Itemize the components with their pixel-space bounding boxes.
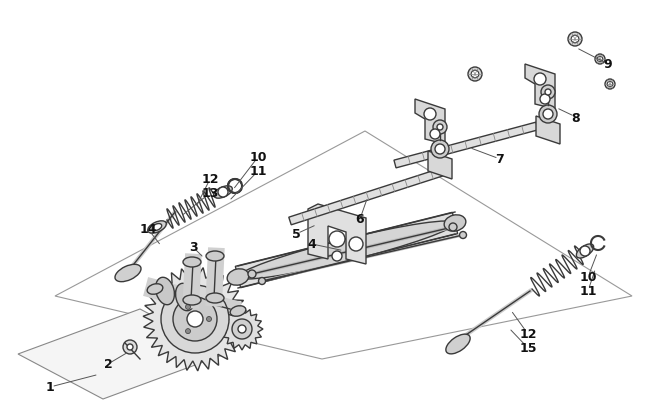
Ellipse shape <box>230 306 246 316</box>
Ellipse shape <box>147 284 163 294</box>
Ellipse shape <box>183 295 201 305</box>
Circle shape <box>431 141 449 159</box>
Text: 12: 12 <box>202 173 219 186</box>
Circle shape <box>185 305 190 309</box>
Circle shape <box>173 297 217 341</box>
Text: 9: 9 <box>604 58 612 71</box>
Circle shape <box>430 130 440 140</box>
Polygon shape <box>525 65 555 110</box>
Polygon shape <box>289 168 447 225</box>
Text: 6: 6 <box>356 213 364 226</box>
Circle shape <box>568 33 582 47</box>
Circle shape <box>259 278 265 285</box>
Ellipse shape <box>238 222 455 279</box>
Circle shape <box>187 311 203 327</box>
Circle shape <box>435 145 445 155</box>
Polygon shape <box>235 213 458 288</box>
Circle shape <box>232 319 252 339</box>
Text: 12: 12 <box>519 328 537 341</box>
Polygon shape <box>143 267 247 371</box>
Ellipse shape <box>152 224 162 231</box>
Circle shape <box>437 125 443 131</box>
Circle shape <box>571 36 579 44</box>
Ellipse shape <box>577 244 593 258</box>
Polygon shape <box>394 123 538 168</box>
Ellipse shape <box>115 265 141 282</box>
Text: 11: 11 <box>579 285 597 298</box>
Circle shape <box>424 109 436 121</box>
Polygon shape <box>221 308 263 350</box>
Ellipse shape <box>148 221 166 234</box>
Circle shape <box>539 106 557 124</box>
Text: 15: 15 <box>519 342 537 355</box>
Ellipse shape <box>183 257 201 267</box>
Circle shape <box>123 340 137 354</box>
Text: 1: 1 <box>46 381 55 394</box>
Circle shape <box>595 55 605 65</box>
Ellipse shape <box>155 277 174 305</box>
Circle shape <box>460 232 467 239</box>
Text: 2: 2 <box>103 358 112 371</box>
Circle shape <box>127 344 133 350</box>
Circle shape <box>185 329 190 334</box>
Circle shape <box>238 325 246 333</box>
Circle shape <box>207 317 211 322</box>
Text: 14: 14 <box>139 223 157 236</box>
Ellipse shape <box>227 269 249 286</box>
Text: 11: 11 <box>249 165 266 178</box>
Circle shape <box>534 74 546 86</box>
Circle shape <box>607 82 613 87</box>
Polygon shape <box>415 100 445 145</box>
Polygon shape <box>536 117 560 145</box>
Circle shape <box>545 90 551 96</box>
Text: 13: 13 <box>202 187 218 200</box>
Circle shape <box>449 224 457 231</box>
Circle shape <box>349 237 363 252</box>
Circle shape <box>541 86 555 100</box>
Polygon shape <box>18 309 225 399</box>
Text: 10: 10 <box>249 151 266 164</box>
Polygon shape <box>308 205 366 264</box>
Circle shape <box>329 231 345 247</box>
Circle shape <box>468 68 482 82</box>
Circle shape <box>580 246 590 256</box>
Ellipse shape <box>214 186 232 199</box>
Circle shape <box>540 95 550 105</box>
Text: 4: 4 <box>307 238 317 251</box>
Ellipse shape <box>444 215 466 232</box>
Ellipse shape <box>446 334 470 354</box>
Circle shape <box>471 71 479 79</box>
Ellipse shape <box>176 284 194 311</box>
Ellipse shape <box>206 293 224 303</box>
Text: 10: 10 <box>579 271 597 284</box>
Circle shape <box>605 80 615 90</box>
Circle shape <box>248 270 256 278</box>
Text: 8: 8 <box>572 111 580 124</box>
Circle shape <box>161 285 229 353</box>
Text: 3: 3 <box>188 241 198 254</box>
Ellipse shape <box>206 252 224 261</box>
Text: 7: 7 <box>495 153 504 166</box>
Circle shape <box>332 252 342 261</box>
Circle shape <box>543 110 553 120</box>
Circle shape <box>597 57 603 63</box>
Circle shape <box>218 188 228 198</box>
Polygon shape <box>428 151 452 179</box>
Circle shape <box>433 121 447 135</box>
Text: 5: 5 <box>292 228 300 241</box>
